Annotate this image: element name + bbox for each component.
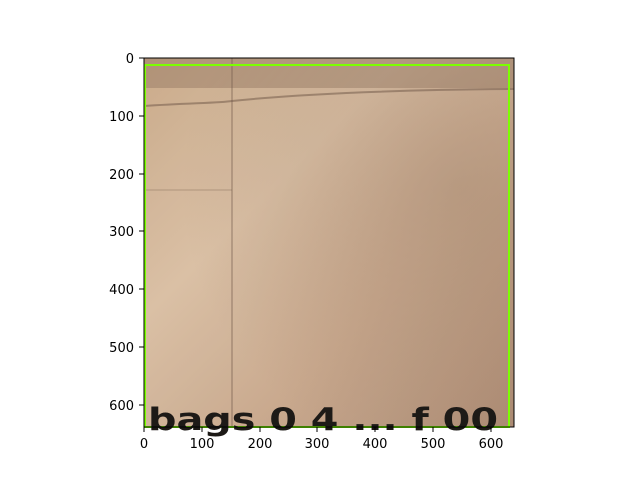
x-axis: 0 100 200 300 400 500 600 [140, 427, 504, 452]
printed-text: bags 0 4 ... f 00 [148, 402, 498, 438]
x-tick-100: 100 [190, 437, 215, 452]
x-tick-0: 0 [140, 437, 148, 452]
x-tick-200: 200 [248, 437, 273, 452]
horizontal-crease [143, 88, 515, 107]
y-tick-300: 300 [109, 225, 134, 240]
y-tick-100: 100 [109, 110, 134, 125]
y-tick-200: 200 [109, 168, 134, 183]
x-tick-500: 500 [421, 437, 446, 452]
x-tick-600: 600 [479, 437, 504, 452]
x-tick-400: 400 [363, 437, 388, 452]
x-tick-300: 300 [305, 437, 330, 452]
top-dark-band [144, 58, 514, 88]
y-tick-500: 500 [109, 341, 134, 356]
y-tick-600: 600 [109, 399, 134, 414]
axes-frame [143, 57, 515, 428]
y-tick-400: 400 [109, 283, 134, 298]
y-tick-0: 0 [126, 52, 134, 67]
y-axis: 0 100 200 300 400 500 600 [109, 52, 144, 414]
photo: bags 0 4 ... f 00 [143, 58, 515, 438]
